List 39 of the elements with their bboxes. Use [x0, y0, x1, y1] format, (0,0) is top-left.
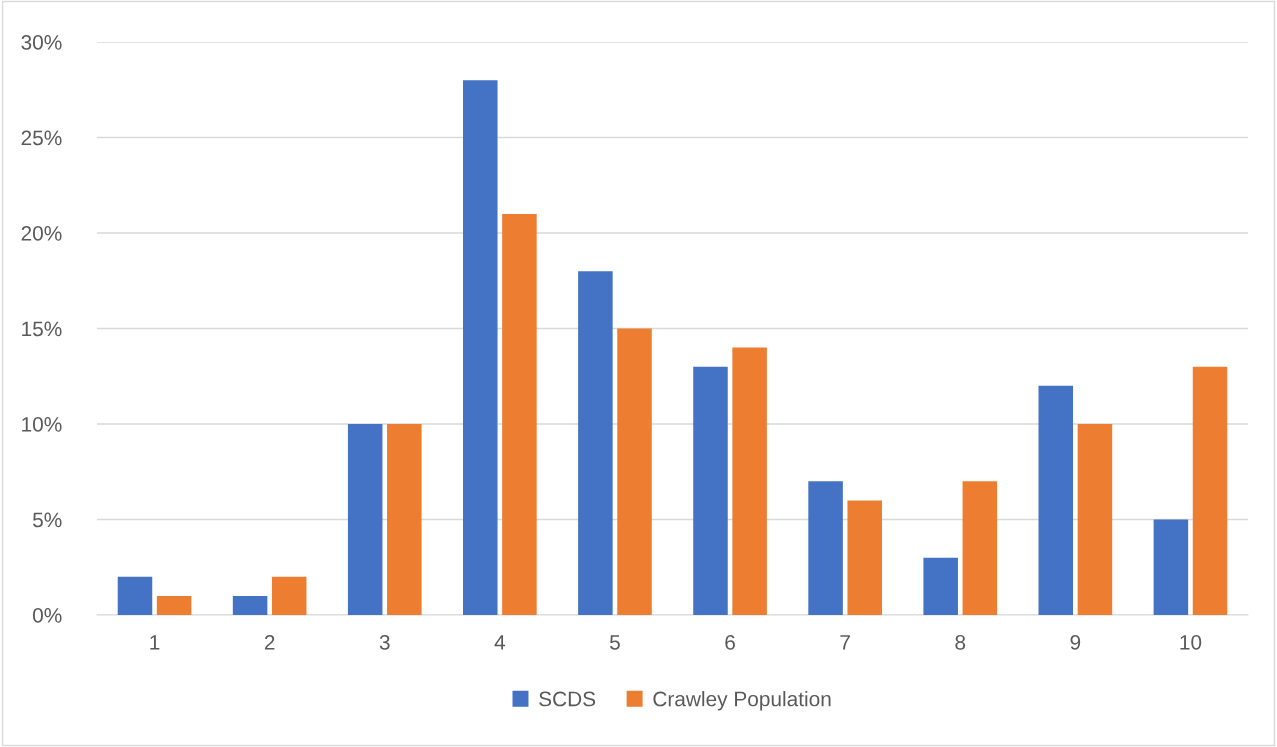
bar — [1192, 366, 1228, 615]
bar — [808, 481, 843, 615]
bar — [732, 347, 767, 615]
legend-label: SCDS — [539, 691, 596, 707]
y-tick-label: 5% — [33, 512, 62, 528]
bar — [578, 271, 613, 615]
x-tick-label: 6 — [725, 634, 735, 650]
x-tick-label: 2 — [264, 634, 275, 650]
bar — [617, 328, 652, 615]
x-tick-label: 9 — [1070, 634, 1081, 650]
bar — [502, 213, 537, 615]
bar — [693, 366, 728, 615]
x-tick-label: 10 — [1180, 634, 1202, 650]
bar — [232, 595, 268, 615]
bar — [347, 424, 383, 615]
bar — [847, 500, 882, 615]
legend-label: Crawley Population — [653, 691, 831, 711]
x-tick-label: 1 — [150, 635, 160, 650]
y-tick-label: 30% — [21, 35, 62, 50]
y-tick-label: 0% — [32, 608, 62, 623]
bar — [962, 481, 998, 615]
bar — [1153, 519, 1189, 615]
y-tick-label: 20% — [21, 226, 62, 241]
x-tick-label: 4 — [494, 635, 506, 650]
y-tick-label: 15% — [22, 321, 62, 337]
x-tick-label: 3 — [379, 634, 390, 650]
bar — [1038, 385, 1074, 615]
bar — [271, 576, 307, 615]
y-tick-label: 25% — [21, 130, 62, 146]
bar — [923, 557, 958, 615]
bar — [117, 576, 153, 615]
x-tick-label: 8 — [955, 634, 966, 650]
bar — [387, 424, 422, 615]
bar — [1077, 424, 1113, 615]
bar — [463, 80, 498, 615]
x-tick-label: 7 — [840, 635, 850, 650]
y-tick-label: 10% — [22, 417, 62, 432]
bar — [156, 595, 192, 615]
x-tick-label: 5 — [609, 635, 620, 650]
